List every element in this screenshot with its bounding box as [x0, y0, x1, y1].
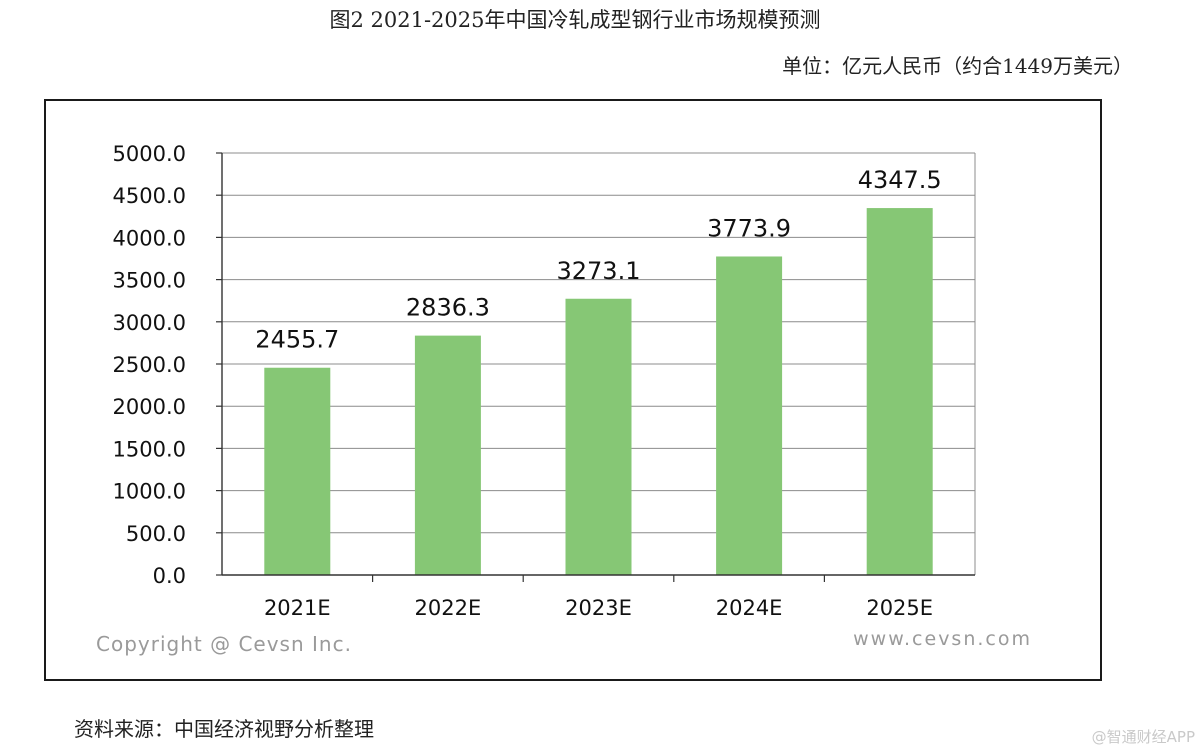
x-tick-label: 2022E — [415, 596, 482, 620]
x-tick-label: 2025E — [866, 596, 933, 620]
bar-2021E — [264, 367, 331, 575]
y-tick-label: 3000.0 — [113, 311, 186, 335]
chart-frame: 0.0 500.0 1000.0 1500.0 2000.0 2500.0 3000.0 35… — [44, 99, 1102, 681]
y-tick-label: 4500.0 — [113, 184, 186, 208]
bar-2022E — [414, 335, 481, 575]
x-tick-label: 2023E — [565, 596, 632, 620]
value-label: 2836.3 — [406, 294, 490, 322]
y-tick-label: 3500.0 — [113, 269, 186, 293]
x-tick-label: 2024E — [716, 596, 783, 620]
bar-2023E — [565, 298, 632, 575]
figure-title: 图2 2021-2025年中国冷轧成型钢行业市场规模预测 — [329, 8, 821, 32]
axes — [216, 152, 976, 582]
y-tick-label: 2500.0 — [113, 353, 186, 377]
y-tick-label: 1500.0 — [113, 437, 186, 461]
y-tick-label: 0.0 — [153, 564, 186, 588]
source-label: 资料来源：中国经济视野分析整理 — [74, 717, 374, 741]
bar-2025E — [866, 208, 933, 576]
watermark-text: @智通财经APP — [1091, 728, 1195, 746]
y-tick-label: 4000.0 — [113, 226, 186, 250]
unit-label: 单位：亿元人民币（约合1449万美元） — [782, 54, 1133, 78]
bar-chart: 0.0 500.0 1000.0 1500.0 2000.0 2500.0 3000.0 35… — [96, 142, 1032, 656]
website-text: www.cevsn.com — [853, 628, 1032, 650]
bar-2024E — [716, 256, 783, 575]
y-tick-label: 500.0 — [126, 522, 186, 546]
y-tick-label: 1000.0 — [113, 480, 186, 504]
value-label: 2455.7 — [255, 326, 339, 354]
labels: 0.0 500.0 1000.0 1500.0 2000.0 2500.0 3000.0 35… — [113, 142, 942, 620]
y-tick-label: 2000.0 — [113, 395, 186, 419]
value-label: 3273.1 — [557, 257, 641, 285]
bars — [264, 208, 933, 576]
value-label: 4347.5 — [858, 166, 942, 194]
y-tick-label: 5000.0 — [113, 142, 186, 166]
copyright-text: Copyright @ Cevsn Inc. — [96, 632, 352, 656]
x-tick-label: 2021E — [264, 596, 331, 620]
value-label: 3773.9 — [707, 214, 791, 242]
